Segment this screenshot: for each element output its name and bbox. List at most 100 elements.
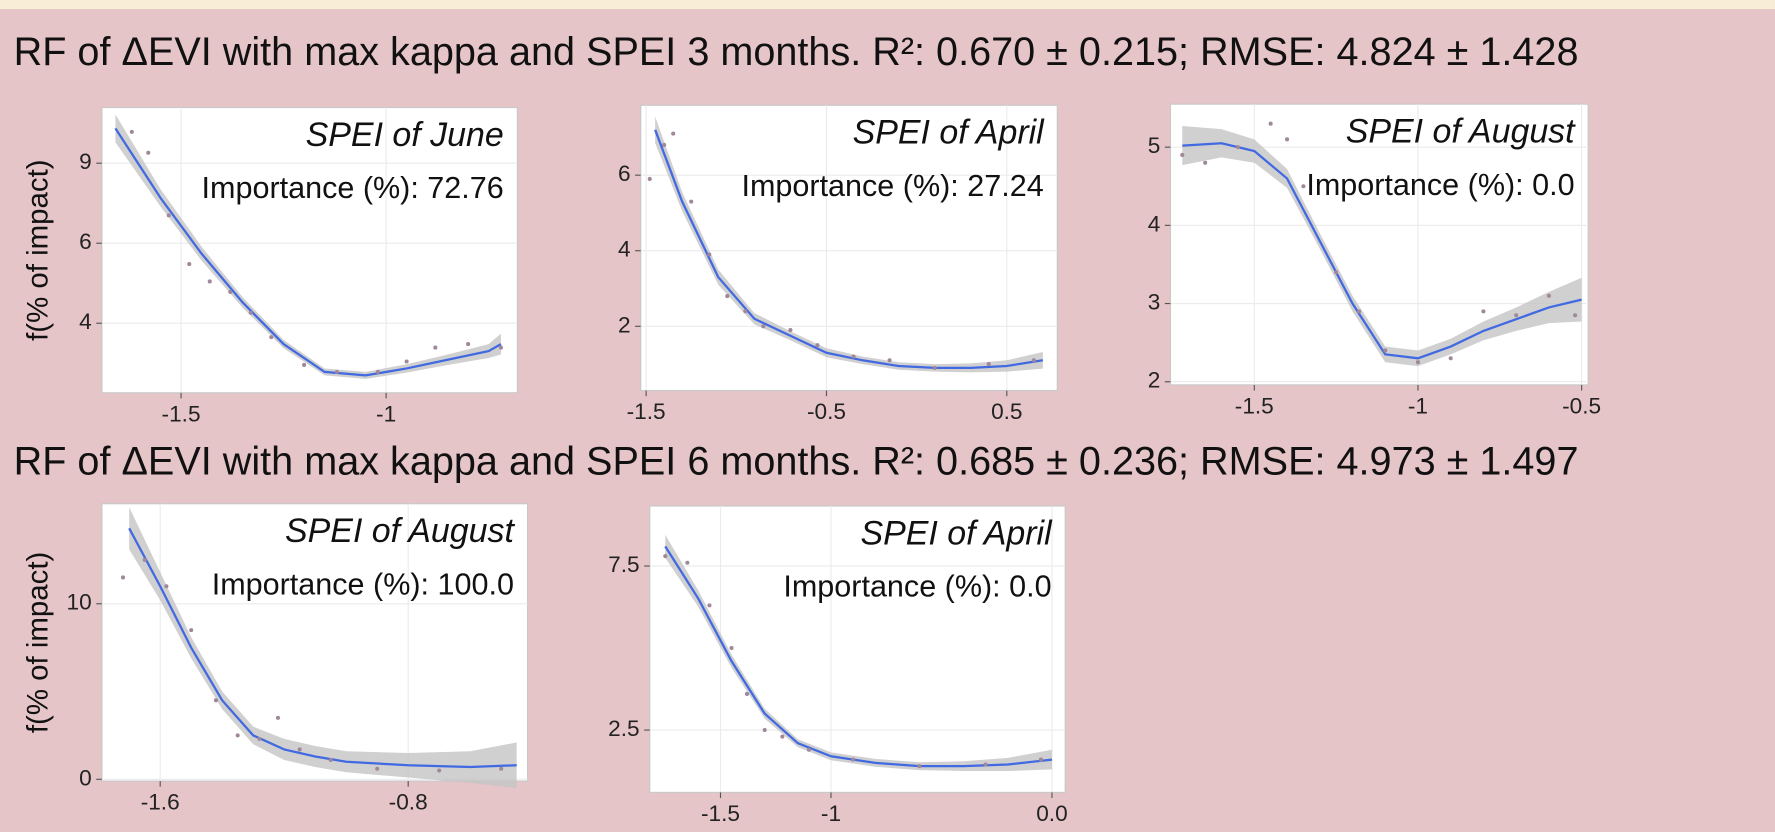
data-point	[743, 309, 748, 314]
x-tick-label: -0.5	[807, 399, 846, 424]
y-tick-label: 4	[618, 237, 631, 262]
data-point	[1383, 348, 1388, 353]
data-point	[780, 734, 785, 739]
data-point	[725, 294, 730, 299]
data-point	[120, 575, 126, 580]
data-point	[1415, 360, 1421, 365]
data-point	[248, 310, 253, 315]
row-heading: RF of ΔEVI with max kappa and SPEI 3 mon…	[14, 30, 1579, 74]
data-point	[662, 142, 667, 147]
data-point	[744, 691, 750, 697]
x-tick-label: -1	[376, 401, 396, 426]
row-heading: RF of ΔEVI with max kappa and SPEI 6 mon…	[14, 440, 1579, 484]
data-point	[275, 715, 281, 720]
data-point	[375, 369, 380, 374]
data-point	[228, 289, 233, 294]
data-point	[1180, 152, 1185, 158]
chart-title: SPEI of August	[285, 512, 515, 550]
x-tick-label: -1.5	[1235, 393, 1274, 418]
data-point	[269, 335, 274, 340]
y-tick-label: 7.5	[608, 552, 639, 577]
data-point	[671, 131, 676, 136]
data-point	[1481, 309, 1486, 314]
data-point	[498, 345, 503, 350]
data-point	[685, 560, 690, 565]
data-point	[142, 557, 147, 562]
y-tick-label: 6	[618, 161, 631, 186]
data-point	[1284, 137, 1290, 142]
data-point	[187, 262, 192, 267]
data-point	[257, 736, 262, 741]
data-point	[1031, 358, 1036, 363]
data-point	[466, 342, 471, 347]
data-point	[302, 362, 307, 368]
data-point	[404, 359, 409, 364]
data-point	[235, 733, 240, 738]
y-tick-label: 2	[1148, 368, 1161, 393]
data-point	[887, 358, 892, 363]
confidence-band	[1182, 126, 1582, 367]
data-point	[851, 354, 856, 359]
plot-panel	[101, 106, 518, 394]
data-point	[806, 747, 811, 752]
fit-line	[654, 129, 1044, 369]
data-point	[297, 747, 302, 752]
data-point	[647, 176, 652, 181]
y-tick-label: 4	[79, 309, 92, 334]
data-point	[189, 628, 194, 633]
data-point	[1203, 160, 1208, 165]
confidence-band	[115, 114, 501, 379]
data-point	[917, 764, 922, 769]
data-point	[932, 365, 937, 370]
x-tick-label: 0.0	[1036, 801, 1067, 826]
data-point	[815, 343, 820, 348]
data-point	[433, 345, 438, 350]
data-point	[1357, 309, 1362, 314]
annotation: Importance (%): 0.0	[783, 570, 1051, 604]
plot-panel	[101, 503, 529, 782]
x-tick-label: -1	[821, 801, 841, 826]
data-point	[207, 279, 212, 284]
data-point	[1573, 313, 1578, 318]
fit-line	[114, 127, 502, 377]
data-point	[729, 646, 734, 651]
x-tick-label: -1.6	[141, 790, 180, 815]
confidence-band	[665, 534, 1052, 772]
chart-title: SPEI of April	[860, 514, 1053, 552]
data-point	[166, 213, 171, 218]
annotation: Importance (%): 27.24	[741, 169, 1043, 203]
data-point	[707, 603, 712, 608]
data-point	[762, 728, 767, 733]
x-tick-label: -1.5	[162, 401, 201, 426]
data-point	[146, 150, 151, 155]
fit-line	[1182, 142, 1582, 360]
data-point	[213, 698, 219, 703]
fit-line	[664, 545, 1053, 768]
y-tick-label: 3	[1148, 290, 1161, 315]
x-tick-label: -0.5	[1562, 393, 1601, 418]
y-axis-label: f(% of impact)	[21, 552, 54, 733]
data-point	[788, 328, 793, 333]
data-point	[1448, 356, 1453, 361]
data-point	[761, 324, 766, 329]
fit-line	[128, 527, 517, 769]
x-tick-label: -0.8	[389, 790, 428, 815]
data-point	[1268, 121, 1273, 126]
plot-panel	[640, 104, 1058, 392]
data-point	[1038, 757, 1043, 762]
y-tick-label: 10	[67, 590, 92, 615]
y-tick-label: 2.5	[608, 716, 639, 741]
data-point	[1546, 293, 1551, 298]
y-tick-label: 4	[1148, 211, 1161, 236]
confidence-band	[129, 507, 517, 789]
data-point	[983, 762, 988, 767]
y-tick-label: 2	[618, 312, 631, 337]
data-point	[375, 766, 380, 771]
data-point	[164, 584, 169, 589]
data-point	[663, 554, 668, 559]
y-tick-label: 0	[79, 765, 92, 790]
data-point	[437, 768, 442, 773]
y-tick-label: 5	[1148, 133, 1161, 158]
x-tick-label: -1.5	[627, 399, 666, 424]
